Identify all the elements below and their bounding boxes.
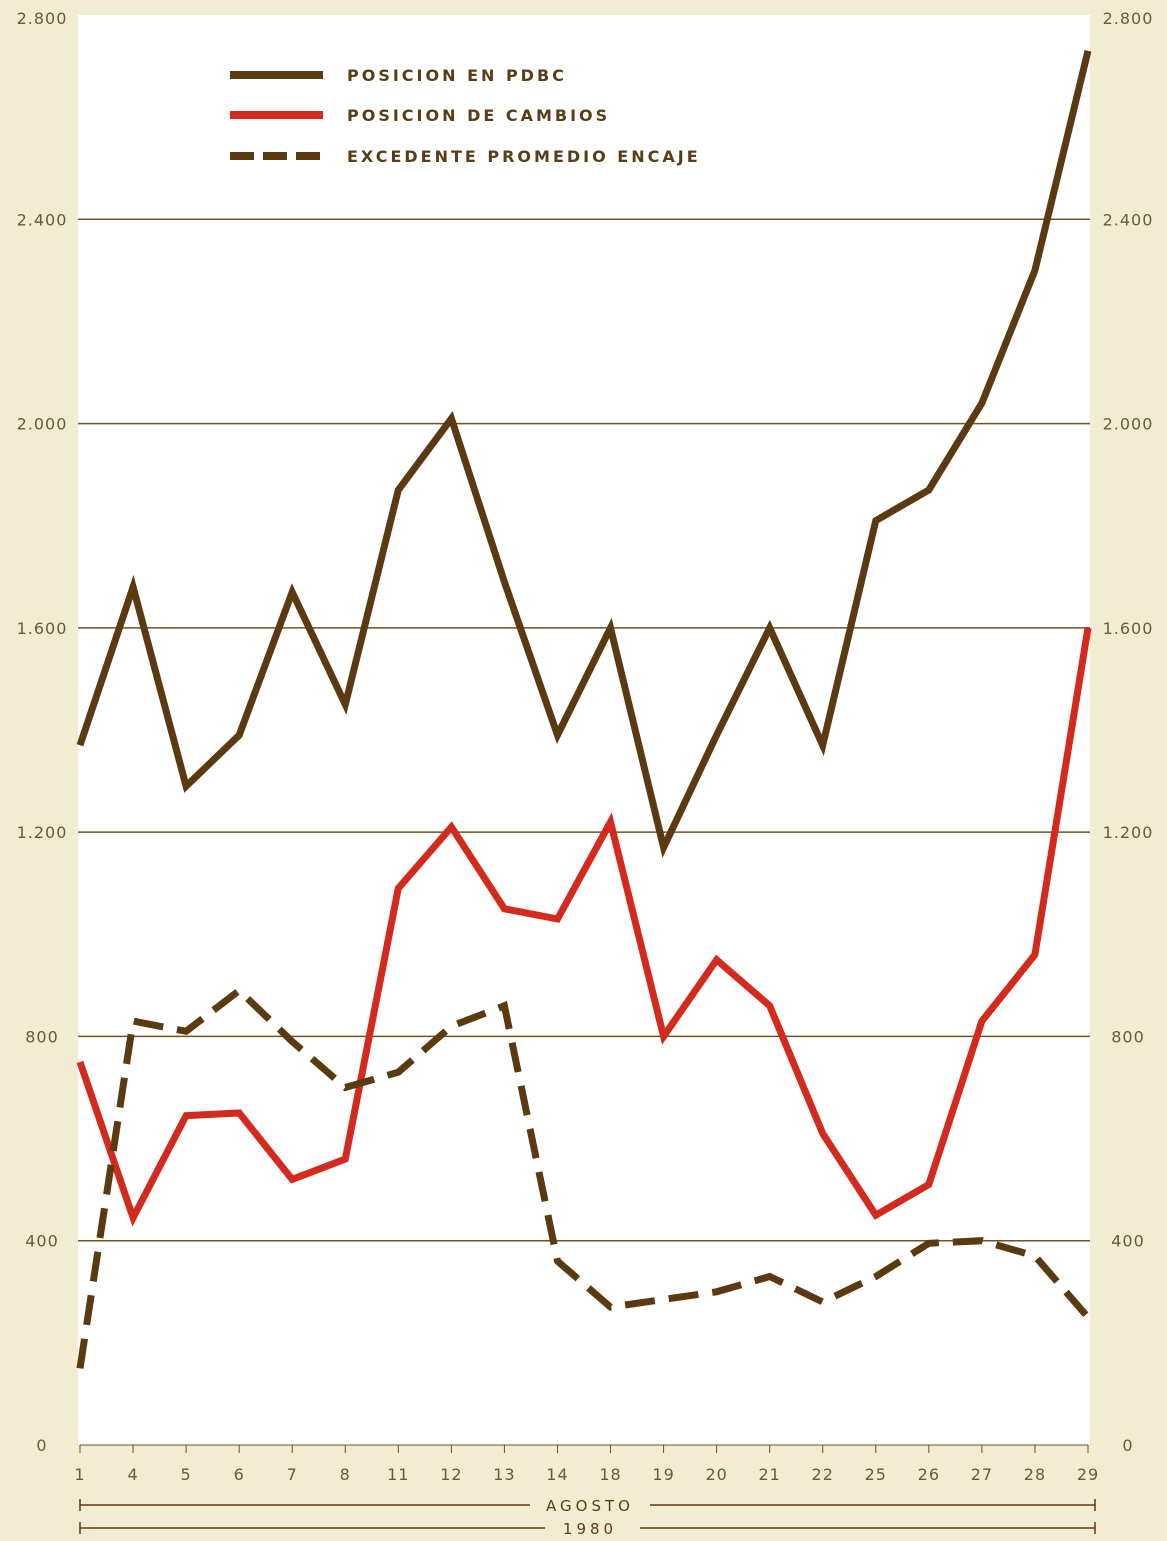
x-tick-label: 26 bbox=[918, 1465, 940, 1484]
series-line-2 bbox=[76, 627, 1092, 1227]
y-tick-label: 2.000 bbox=[17, 415, 68, 434]
x-tick-label: 5 bbox=[181, 1465, 192, 1484]
y-tick-label: 1.200 bbox=[17, 823, 68, 842]
x-tick-label: 21 bbox=[759, 1465, 781, 1484]
x-tick-label: 6 bbox=[234, 1465, 245, 1484]
y-tick-label: 2.400 bbox=[17, 210, 68, 229]
y-tick-label: 400 bbox=[25, 1232, 59, 1251]
series-lines bbox=[76, 49, 1092, 1369]
y-axis-right: 0 400 800 1.200 1.600 2.000 2.400 2.800 bbox=[1103, 9, 1154, 1455]
x-tick-label: 29 bbox=[1077, 1465, 1099, 1484]
y-tick-label: 2.800 bbox=[1103, 9, 1154, 28]
y-tick-label: 1.600 bbox=[1103, 619, 1154, 638]
x-tick-label: 25 bbox=[865, 1465, 887, 1484]
grid-lines bbox=[78, 218, 1090, 1242]
series-line-1 bbox=[76, 49, 1092, 858]
x-tick-label: 8 bbox=[340, 1465, 351, 1484]
legend-label-3: EXCEDENTE PROMEDIO ENCAJE bbox=[347, 147, 701, 166]
x-tick-label: 27 bbox=[971, 1465, 993, 1484]
y-tick-label: 1.200 bbox=[1103, 823, 1154, 842]
x-tick-label: 12 bbox=[440, 1465, 462, 1484]
y-tick-label: 0 bbox=[36, 1436, 47, 1455]
x-tick-label: 7 bbox=[287, 1465, 298, 1484]
x-tick-label: 4 bbox=[127, 1465, 138, 1484]
y-axis-left: 0 400 800 1.200 1.600 2.000 2.400 2.800 bbox=[17, 9, 68, 1455]
y-tick-label: 800 bbox=[25, 1027, 59, 1046]
x-tick-label: 18 bbox=[599, 1465, 621, 1484]
x-tick-label: 22 bbox=[812, 1465, 834, 1484]
y-tick-label: 2.000 bbox=[1103, 415, 1154, 434]
year-label: 1980 bbox=[563, 1520, 617, 1537]
y-tick-label: 400 bbox=[1111, 1232, 1145, 1251]
x-tick-label: 19 bbox=[652, 1465, 674, 1484]
y-tick-label: 2.800 bbox=[17, 9, 68, 28]
x-tick-label: 28 bbox=[1024, 1465, 1046, 1484]
y-tick-label: 0 bbox=[1122, 1436, 1133, 1455]
x-axis-period: AGOSTO 1980 bbox=[79, 1497, 1096, 1538]
legend-label-2: POSICION DE CAMBIOS bbox=[347, 106, 610, 125]
y-tick-label: 800 bbox=[1111, 1027, 1145, 1046]
legend-label-1: POSICION EN PDBC bbox=[347, 66, 567, 85]
x-tick-label: 20 bbox=[705, 1465, 727, 1484]
x-tick-label: 11 bbox=[387, 1465, 409, 1484]
plot-background bbox=[78, 15, 1090, 1445]
x-tick-label: 13 bbox=[493, 1465, 515, 1484]
y-tick-label: 1.600 bbox=[17, 619, 68, 638]
period-label: AGOSTO bbox=[546, 1497, 634, 1515]
x-tick-label: 14 bbox=[546, 1465, 568, 1484]
y-tick-label: 2.400 bbox=[1103, 210, 1154, 229]
x-axis: 1 4 5 6 7 8 11 12 13 14 18 19 20 21 22 25 26 27 28 29 bbox=[74, 1444, 1099, 1484]
x-tick-label: 1 bbox=[74, 1465, 85, 1484]
legend: POSICION EN PDBC POSICION DE CAMBIOS EXCED… bbox=[230, 66, 701, 166]
series-line-3 bbox=[76, 985, 1091, 1369]
